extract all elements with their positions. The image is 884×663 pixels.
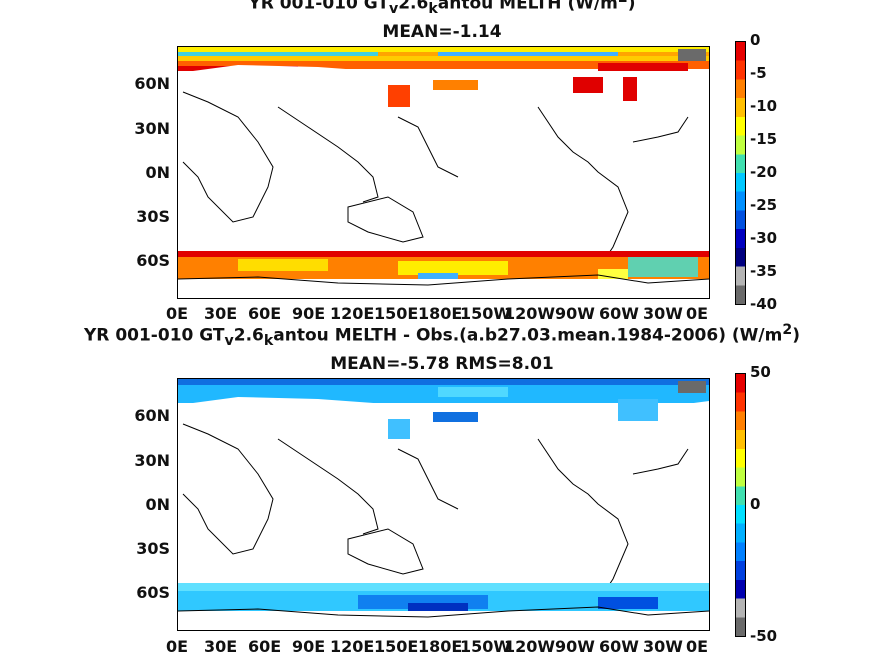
panel1-lon-0e: 0E	[166, 304, 189, 323]
panel2-cb-label-m50: -50	[750, 627, 778, 645]
panel1-cb-label-m5: -5	[750, 64, 767, 82]
panel1-lon-0e-end: 0E	[686, 304, 709, 323]
panel1-title-mean: MEAN=-1.14	[382, 22, 502, 42]
panel2-lon-60w: 60W	[599, 637, 639, 656]
panel1-lon-120w: 120W	[504, 304, 556, 323]
panel1-lon-60e: 60E	[248, 304, 282, 323]
panel2-lon-150w: 150W	[460, 637, 512, 656]
panel2-title-stats: MEAN=-5.78 RMS=8.01	[330, 354, 554, 374]
panel1-lon-60w: 60W	[599, 304, 639, 323]
panel1-lon-150e: 150E	[374, 304, 419, 323]
panel1-lat-0n: 0N	[145, 163, 170, 182]
panel2-title-line1: YR 001-010 GTv2.6kantou MELTH - Obs.(a.b…	[84, 322, 800, 350]
panel2-lat-60n: 60N	[134, 406, 170, 425]
panel1-cb-label-m30: -30	[750, 229, 778, 247]
panel1-lon-90w: 90W	[555, 304, 595, 323]
panel2-lon-0e: 0E	[166, 637, 189, 656]
panel2-cb-label-0: 0	[750, 495, 761, 513]
panel2-lon-120e: 120E	[330, 637, 375, 656]
panel2-lon-120w: 120W	[504, 637, 556, 656]
panel1-colorbar	[735, 41, 746, 305]
panel2-lon-60e: 60E	[248, 637, 282, 656]
panel2-lat-30n: 30N	[134, 451, 170, 470]
panel1-lon-150w: 150W	[460, 304, 512, 323]
panel1-map	[177, 46, 710, 299]
panel1-lat-30s: 30S	[136, 207, 170, 226]
panel2-lon-30e: 30E	[204, 637, 238, 656]
panel1-cb-label-m20: -20	[750, 163, 778, 181]
panel2-lat-0n: 0N	[145, 495, 170, 514]
panel1-lat-60s: 60S	[136, 251, 170, 270]
panel1-cb-label-m15: -15	[750, 130, 778, 148]
panel2-lon-150e: 150E	[374, 637, 419, 656]
panel2-lat-30s: 30S	[136, 539, 170, 558]
panel1-cb-label-0: 0	[750, 31, 761, 49]
panel2-lat-60s: 60S	[136, 583, 170, 602]
panel1-cb-label-m35: -35	[750, 262, 778, 280]
panel1-lon-30e: 30E	[204, 304, 238, 323]
panel1-lon-90e: 90E	[292, 304, 326, 323]
panel2-lon-0e-end: 0E	[686, 637, 709, 656]
panel2-lon-90e: 90E	[292, 637, 326, 656]
panel2-colorbar	[735, 373, 746, 637]
panel1-lon-120e: 120E	[330, 304, 375, 323]
panel1-title-line1: YR 001-010 GTv2.6kantou MELTH (W/m2)	[248, 0, 636, 18]
panel2-cb-label-50: 50	[750, 363, 771, 381]
panel1-cb-label-m10: -10	[750, 97, 778, 115]
panel2-map	[177, 378, 710, 631]
panel2-lon-30w: 30W	[643, 637, 683, 656]
panel1-lon-180e: 180E	[418, 304, 463, 323]
panel1-lat-30n: 30N	[134, 119, 170, 138]
panel2-lon-90w: 90W	[555, 637, 595, 656]
panel1-lat-60n: 60N	[134, 74, 170, 93]
panel1-lon-30w: 30W	[643, 304, 683, 323]
panel1-cb-label-m40: -40	[750, 295, 778, 313]
panel1-cb-label-m25: -25	[750, 196, 778, 214]
panel2-lon-180e: 180E	[418, 637, 463, 656]
